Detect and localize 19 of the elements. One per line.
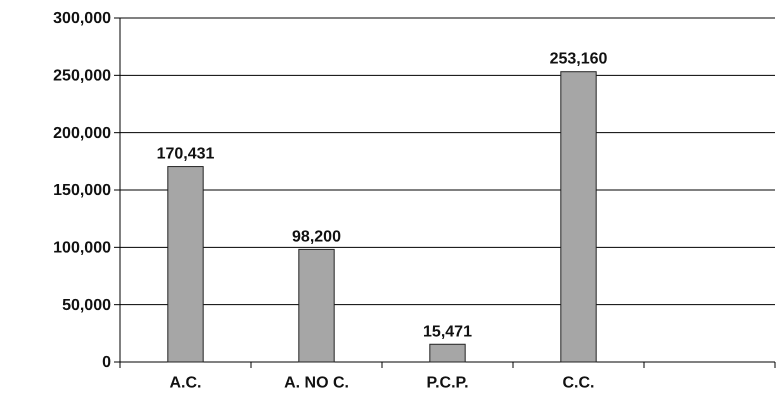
y-tick-label: 300,000 — [53, 10, 112, 28]
bar — [298, 248, 335, 362]
y-tick-label: 0 — [102, 354, 112, 372]
y-tick-label: 200,000 — [53, 124, 112, 142]
y-tick-label: 150,000 — [53, 182, 112, 200]
y-tick-label: 100,000 — [53, 239, 112, 256]
bar — [560, 71, 597, 362]
data-label: 170,431 — [156, 146, 215, 163]
x-tick-label: C.C. — [562, 374, 594, 392]
data-label: 98,200 — [292, 228, 342, 246]
bar — [167, 166, 204, 362]
x-tick-label: A. NO C. — [284, 374, 349, 392]
y-tick-label: 50,000 — [62, 296, 112, 314]
x-tick-label: P.C.P. — [426, 374, 469, 392]
data-label: 253,160 — [550, 50, 608, 68]
y-tick-label: 250,000 — [53, 67, 112, 84]
bar — [429, 344, 466, 362]
x-tick-label: A.C. — [170, 374, 202, 392]
data-label: 15,471 — [423, 323, 472, 340]
